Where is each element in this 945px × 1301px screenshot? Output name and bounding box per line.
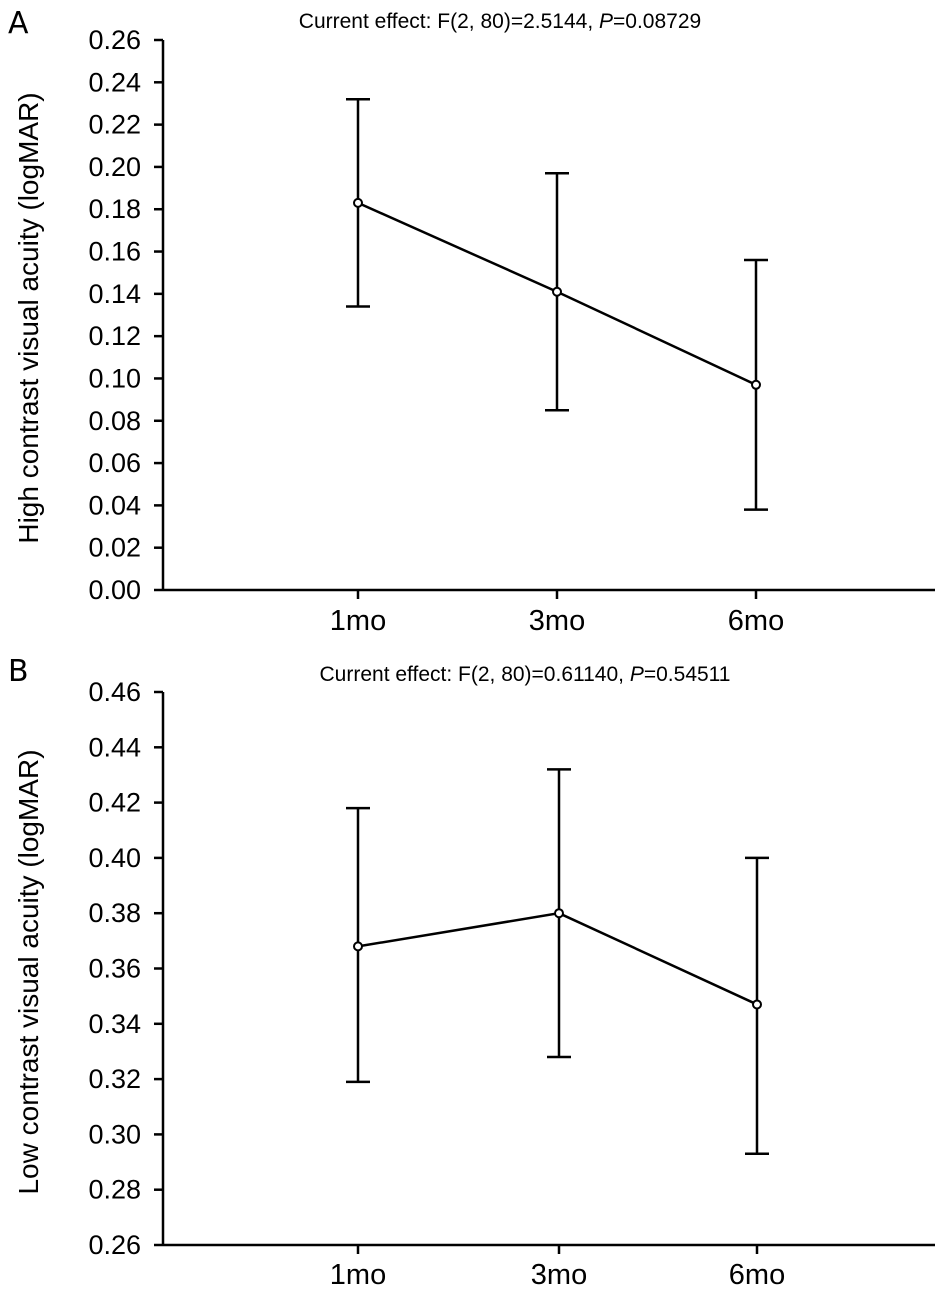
panel-b-y-tick-label: 0.34 — [88, 1009, 141, 1039]
panel-b-y-tick-label: 0.44 — [88, 732, 141, 762]
panel-b-title-suffix: =0.54511 — [644, 663, 731, 686]
panel-a-y-tick-label: 0.18 — [88, 194, 141, 224]
panel-b-y-tick-label: 0.30 — [88, 1119, 141, 1149]
panel-a-data-point — [751, 379, 761, 390]
panel-b-y-tick-label: 0.32 — [88, 1064, 141, 1094]
panel-a-title-p: P — [599, 10, 613, 33]
plot-layer: 0.00 0.02 0.04 0.06 0.08 0.10 0.12 0.14 0.16 0.18… — [88, 25, 935, 1291]
panel-b-y-tick-label: 0.36 — [88, 954, 141, 984]
panel-a-title-suffix: =0.08729 — [613, 10, 701, 33]
panel-b-y-tick-label: 0.46 — [88, 677, 141, 707]
panel-b-title-prefix: Current effect: F(2, 80)=0.61140, — [320, 663, 630, 686]
panel-b-label: B — [8, 654, 29, 689]
panel-a-y-tick-label: 0.10 — [88, 363, 141, 393]
panel-b-data-point — [554, 908, 564, 919]
panel-a-x-tick-label: 3mo — [529, 605, 585, 637]
panel-b-title: Current effect: F(2, 80)=0.61140, P=0.54… — [320, 663, 731, 686]
panel-b-x-tick-label: 1mo — [330, 1259, 386, 1291]
panel-b-title-p: P — [630, 663, 644, 686]
panel-b-data-point — [752, 999, 762, 1010]
panel-b-series-line — [357, 911, 758, 1006]
panel-a-y-tick-label: 0.08 — [88, 406, 141, 436]
panel-a-title: Current effect: F(2, 80)=2.5144, P=0.087… — [299, 10, 701, 33]
panel-a-label: A — [8, 6, 29, 41]
panel-a-y-tick-label: 0.26 — [88, 25, 141, 55]
panel-a-x-tick-label: 1mo — [330, 605, 386, 637]
panel-a-y-tick-label: 0.24 — [88, 67, 141, 97]
panel-a-data-point — [552, 286, 562, 297]
panel-a-x-tick-label: 6mo — [728, 605, 784, 637]
panel-a-y-tick-label: 0.20 — [88, 152, 141, 182]
panel-b-y-tick-label: 0.42 — [88, 788, 141, 818]
panel-b-y-tick-label: 0.38 — [88, 898, 141, 928]
panel-a-y-tick-label: 0.04 — [88, 490, 141, 520]
panel-a-y-tick-label: 0.06 — [88, 448, 141, 478]
panel-b-y-tick-label: 0.40 — [88, 843, 141, 873]
panel-a-title-prefix: Current effect: F(2, 80)=2.5144, — [299, 10, 599, 33]
panel-b-data-point — [353, 941, 363, 952]
panel-b-y-axis-title: Low contrast visual acuity (logMAR) — [13, 749, 44, 1194]
panel-b-y-tick-label: 0.28 — [88, 1175, 141, 1205]
panel-b-x-tick-label: 3mo — [531, 1259, 587, 1291]
panel-a-y-tick-label: 0.00 — [88, 575, 141, 605]
panel-a-y-tick-label: 0.12 — [88, 321, 141, 351]
panel-b-y-tick-label: 0.26 — [88, 1230, 141, 1260]
panel-a-y-axis-title: High contrast visual acuity (logMAR) — [13, 92, 44, 543]
panel-b-x-tick-label: 6mo — [729, 1259, 785, 1291]
panel-a-y-tick-label: 0.02 — [88, 533, 141, 563]
panel-a-y-tick-label: 0.16 — [88, 237, 141, 267]
panel-a-y-tick-label: 0.14 — [88, 279, 141, 309]
panel-a-data-point — [353, 197, 363, 208]
panel-a-y-tick-label: 0.22 — [88, 110, 141, 140]
